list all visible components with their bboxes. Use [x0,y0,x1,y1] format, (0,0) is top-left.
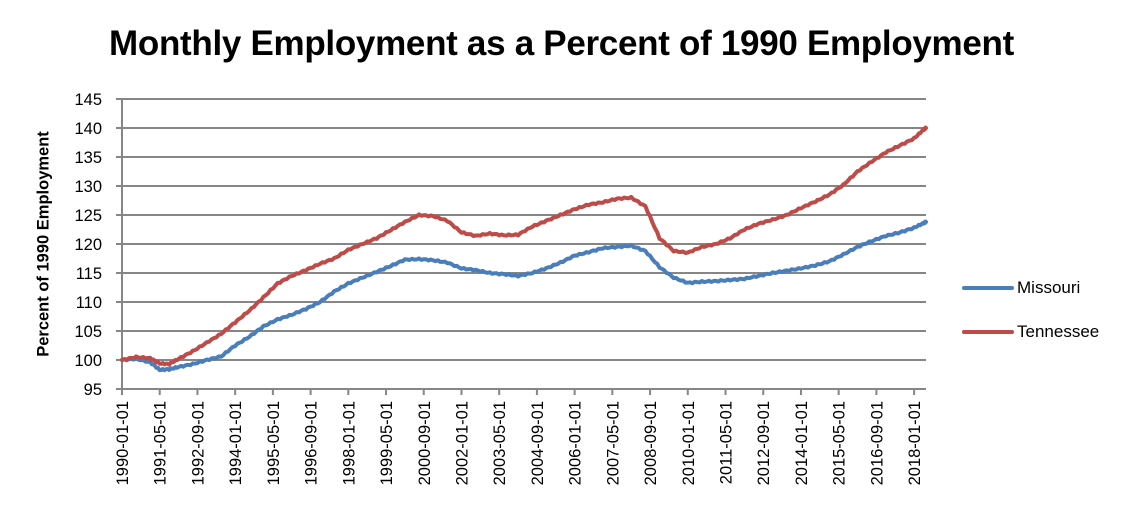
x-tick-label: 2004-09-01 [529,401,547,485]
x-tick-label: 2007-05-01 [604,401,622,485]
legend-swatch-tennessee [962,330,1014,334]
series-line-tennessee [120,125,928,367]
series-line-missouri [120,219,928,373]
y-tick-label: 130 [74,178,102,196]
x-tick-label: 2010-01-01 [680,401,698,485]
y-tick-label: 125 [74,207,102,225]
y-tick-label: 145 [74,91,102,109]
y-tick-label: 100 [74,352,102,370]
x-tick-label: 1991-05-01 [152,401,170,485]
x-tick-label: 2016-09-01 [868,401,886,485]
chart-title: Monthly Employment as a Percent of 1990 … [109,24,1014,63]
gridlines [116,98,926,395]
legend-swatch-missouri [962,286,1014,290]
x-tick-label: 1998-01-01 [340,401,358,485]
y-tick-label: 120 [74,236,102,254]
legend-label-tennessee: Tennessee [1017,322,1100,341]
x-tick-label: 2012-09-01 [755,401,773,485]
data-series [120,125,928,373]
x-tick-label: 1999-05-01 [378,401,396,485]
legend: Missouri Tennessee [962,266,1099,354]
x-tick-label: 2003-05-01 [491,401,509,485]
x-tick-label: 2008-09-01 [642,401,660,485]
x-tick-label: 2011-05-01 [718,401,736,484]
x-axis-ticks: 1990-01-01 1991-05-01 1992-09-01 1994-01-01… [114,389,924,485]
x-tick-label: 1994-01-01 [227,401,245,485]
y-tick-label: 115 [76,265,102,283]
x-tick-label: 1995-05-01 [265,401,283,485]
y-tick-label: 105 [74,323,102,341]
y-axis-ticks: 95 100 105 110 115 120 125 130 135 140 145 [74,91,102,399]
y-tick-label: 135 [74,149,102,167]
x-tick-label: 2014-01-01 [793,401,811,485]
x-tick-label: 2006-01-01 [567,401,585,485]
y-tick-label: 110 [76,294,102,312]
y-tick-label: 95 [84,381,102,399]
legend-item-tennessee: Tennessee [962,310,1099,354]
x-tick-label: 1990-01-01 [114,401,132,485]
x-tick-label: 1992-09-01 [189,401,207,485]
x-tick-label: 2018-01-01 [906,401,924,485]
x-tick-label: 1996-09-01 [303,401,321,485]
x-tick-label: 2002-01-01 [453,401,471,485]
legend-label-missouri: Missouri [1017,278,1081,297]
x-tick-label: 2015-05-01 [831,401,849,485]
x-tick-label: 2000-09-01 [416,401,434,485]
y-tick-label: 140 [74,120,102,138]
legend-item-missouri: Missouri [962,266,1099,310]
